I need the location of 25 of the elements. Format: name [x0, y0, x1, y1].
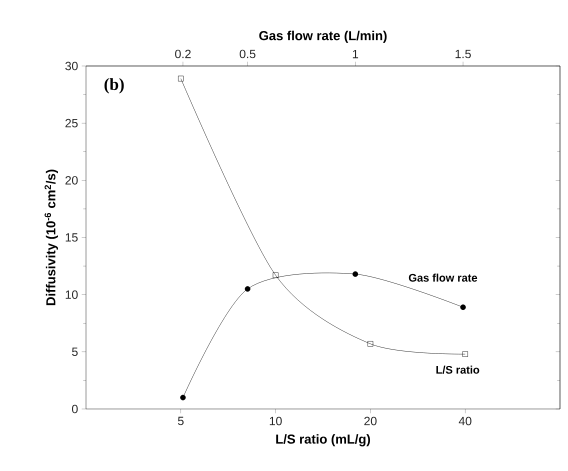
- x2-tick-label: 0.2: [175, 50, 191, 58]
- x-tick-label: 40: [458, 416, 472, 426]
- point: [272, 272, 278, 278]
- point: [178, 76, 184, 82]
- y-axis-title: Diffusivity (10$^{-6}$ cm$^{2}$/s): [44, 170, 58, 306]
- x2-tick-label: 0.5: [240, 50, 256, 58]
- x-tick-label: 10: [270, 416, 282, 426]
- x-tick-label: 5: [178, 416, 184, 426]
- y-tick-label: 15: [66, 233, 78, 242]
- y-tick-label: 25: [65, 118, 78, 128]
- x2-axis-title: Gas flow rate (L/min): [259, 30, 387, 43]
- y-tick-label: 20: [65, 176, 78, 185]
- y-tick-label: 10: [66, 290, 78, 299]
- x-axis-title: L/S ratio (mL/g): [276, 434, 370, 446]
- annotation: (b): [104, 78, 124, 94]
- y-tick-label: 0: [72, 404, 78, 414]
- x2-tick-label: 1.5: [456, 50, 471, 58]
- y-tick-label: 30: [65, 62, 78, 70]
- series-label: L/S ratio: [436, 366, 480, 374]
- x2-tick-label: 1: [352, 50, 358, 58]
- point: [368, 341, 374, 347]
- y-tick-label: 5: [72, 348, 78, 356]
- point: [462, 351, 468, 357]
- x-tick-label: 20: [364, 416, 377, 426]
- series-label: Gas flow rate: [408, 274, 478, 282]
